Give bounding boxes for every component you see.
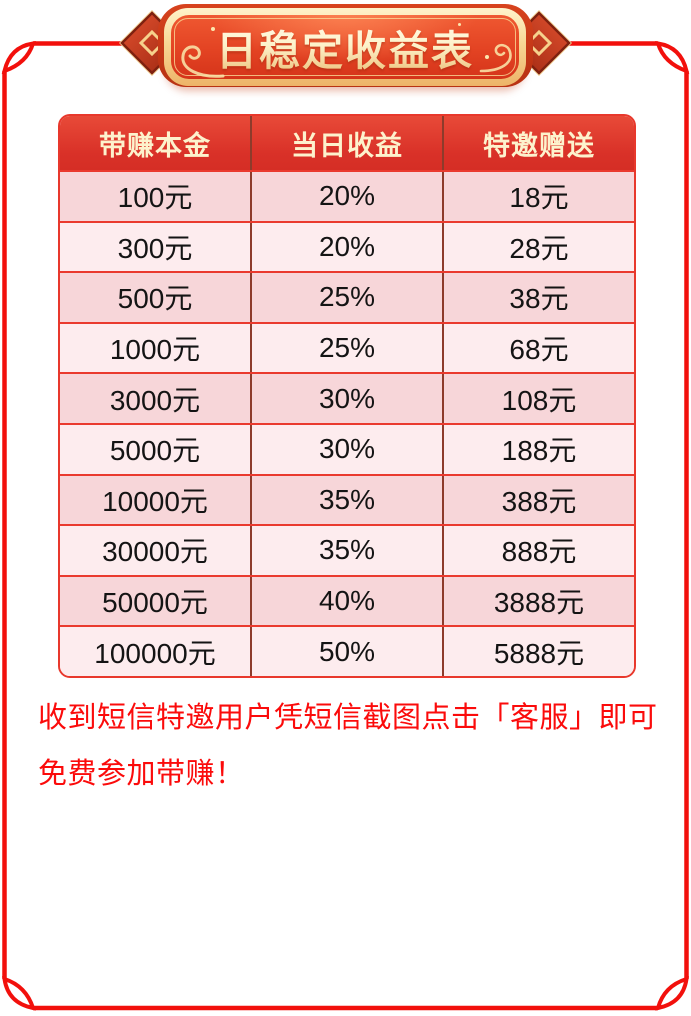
cell-daily-yield: 30% bbox=[250, 374, 442, 423]
cloud-swirl-icon bbox=[181, 45, 225, 78]
cell-daily-yield: 50% bbox=[250, 627, 442, 676]
table-row: 100元 20% 18元 bbox=[60, 170, 634, 221]
corner-leaf-icon bbox=[655, 976, 689, 1011]
title-banner: 日稳定收益表 bbox=[0, 0, 691, 100]
income-rate-table: 带赚本金 当日收益 特邀赠送 100元 20% 18元 300元 20% 28元… bbox=[58, 114, 636, 678]
cell-invite-gift: 188元 bbox=[442, 424, 634, 474]
invitation-note: 收到短信特邀用户凭短信截图点击「客服」即可 免费参加带赚！ bbox=[38, 690, 668, 802]
header-daily-yield: 当日收益 bbox=[250, 116, 442, 170]
table-row: 300元 20% 28元 bbox=[60, 220, 634, 272]
cell-invite-gift: 38元 bbox=[442, 273, 634, 322]
table-body: 100元 20% 18元 300元 20% 28元 500元 25% 38元 1… bbox=[60, 170, 634, 676]
cell-daily-yield: 25% bbox=[250, 273, 442, 322]
sparkle-icon bbox=[485, 55, 489, 59]
cell-invite-gift: 5888元 bbox=[442, 627, 634, 676]
cell-invite-gift: 18元 bbox=[442, 172, 634, 221]
cell-daily-yield: 30% bbox=[250, 424, 442, 474]
banner-panel: 日稳定收益表 bbox=[171, 15, 519, 79]
table-row: 500元 25% 38元 bbox=[60, 271, 634, 322]
note-line-1: 收到短信特邀用户凭短信截图点击「客服」即可 bbox=[38, 702, 658, 734]
cell-daily-yield: 35% bbox=[250, 526, 442, 575]
note-line-2: 免费参加带赚！ bbox=[38, 758, 245, 790]
corner-leaf-icon bbox=[2, 976, 36, 1011]
table-row: 5000元 30% 188元 bbox=[60, 422, 634, 474]
cell-daily-yield: 20% bbox=[250, 172, 442, 221]
table-row: 30000元 35% 888元 bbox=[60, 524, 634, 575]
cell-invite-gift: 28元 bbox=[442, 222, 634, 272]
cell-principal: 5000元 bbox=[109, 435, 201, 467]
table-row: 3000元 30% 108元 bbox=[60, 372, 634, 423]
cell-principal: 50000元 bbox=[102, 587, 208, 619]
cell-principal: 1000元 bbox=[109, 334, 201, 366]
cell-principal: 100元 bbox=[117, 182, 193, 214]
cell-daily-yield: 20% bbox=[250, 222, 442, 272]
cell-principal: 30000元 bbox=[102, 536, 208, 568]
cell-daily-yield: 25% bbox=[250, 323, 442, 373]
cell-principal: 100000元 bbox=[94, 637, 216, 669]
cell-invite-gift: 388元 bbox=[442, 475, 634, 525]
cell-principal: 500元 bbox=[117, 283, 193, 315]
sparkle-icon bbox=[458, 23, 461, 26]
cell-principal: 300元 bbox=[117, 232, 193, 264]
table-row: 1000元 25% 68元 bbox=[60, 321, 634, 373]
table-row: 10000元 35% 388元 bbox=[60, 473, 634, 525]
cell-invite-gift: 3888元 bbox=[442, 576, 634, 626]
banner-title-text: 日稳定收益表 bbox=[171, 15, 519, 79]
banner-plaque: 日稳定收益表 bbox=[164, 8, 526, 86]
cell-principal: 10000元 bbox=[102, 485, 208, 517]
cell-invite-gift: 888元 bbox=[442, 526, 634, 575]
cell-invite-gift: 68元 bbox=[442, 323, 634, 373]
sparkle-icon bbox=[211, 27, 215, 31]
cell-daily-yield: 35% bbox=[250, 475, 442, 525]
table-row: 100000元 50% 5888元 bbox=[60, 625, 634, 676]
header-invite-gift: 特邀赠送 bbox=[442, 116, 634, 170]
table-row: 50000元 40% 3888元 bbox=[60, 574, 634, 626]
table-header-row: 带赚本金 当日收益 特邀赠送 bbox=[60, 116, 634, 170]
header-principal: 带赚本金 bbox=[99, 130, 211, 161]
banner-gold-trim bbox=[174, 18, 516, 76]
cell-principal: 3000元 bbox=[109, 384, 201, 416]
cell-daily-yield: 40% bbox=[250, 576, 442, 626]
cell-invite-gift: 108元 bbox=[442, 374, 634, 423]
